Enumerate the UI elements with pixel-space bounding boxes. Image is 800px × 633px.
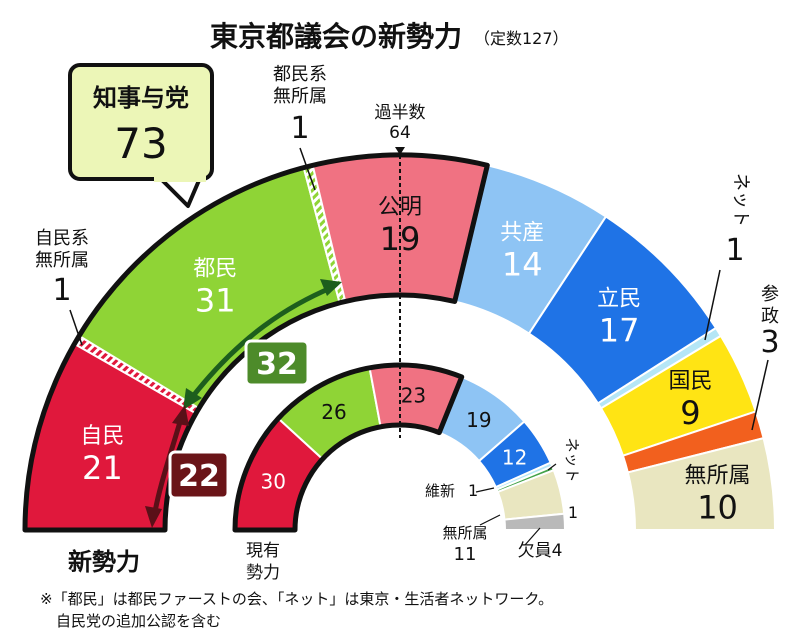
chart-subtitle: （定数127） [474, 29, 569, 48]
current-ext-seats-7: 11 [454, 544, 477, 565]
new-label-seats-5: 14 [502, 245, 543, 283]
new-ext-seats-9: 3 [760, 325, 779, 360]
new-label-seats-8: 9 [680, 394, 700, 432]
new-ext-party-a-9: 参 [761, 284, 779, 305]
footnote-2: 自民党の追加公認を含む [56, 612, 221, 630]
new-ext-seats-1: 1 [52, 273, 71, 308]
new-label-seats-0: 21 [82, 449, 123, 487]
new-ext-party-7: ネット [730, 173, 751, 227]
new-ext-party-b-3: 無所属 [273, 86, 327, 107]
ring-label-new: 新勢力 [68, 548, 140, 576]
callout-box [68, 63, 214, 181]
chart-title: 東京都議会の新勢力 [210, 20, 462, 53]
arrow-ldp [145, 405, 189, 528]
current-ext-party-7: 無所属 [442, 524, 487, 542]
new-label-party-8: 国民 [668, 369, 712, 394]
new-ext-party-a-1: 自民系 [35, 228, 89, 249]
new-leader-2 [704, 269, 721, 341]
new-leader-3 [751, 359, 769, 431]
new-label-seats-10: 10 [697, 489, 738, 527]
new-label-party-2: 都民 [193, 257, 237, 282]
tag-32: 32 [256, 347, 298, 382]
current-label-seats-1: 26 [321, 400, 346, 424]
current-label-seats-2: 23 [401, 384, 426, 408]
current-strength-labels: 30 26 23 19 12 維新 1 ネット 1 無所属 11 欠員4 [261, 384, 581, 565]
current-ext-vacant-8: 欠員4 [518, 541, 563, 561]
new-ext-seats-3: 1 [290, 111, 309, 146]
current-ext-party-6: 維新 [425, 482, 455, 500]
footnote-1: ※「都民」は都民ファーストの会、「ネット」は東京・生活者ネットワーク。 [40, 590, 553, 608]
callout-pointer [158, 176, 202, 208]
majority-label: 過半数 [375, 103, 426, 123]
new-ext-party-a-3: 都民系 [273, 64, 327, 85]
current-label-seats-3: 19 [466, 408, 491, 432]
new-label-seats-6: 17 [599, 312, 640, 350]
new-ext-party-b-1: 無所属 [35, 250, 89, 271]
new-slice-10 [626, 436, 777, 531]
tag-32-box [244, 339, 310, 387]
callout-label: 知事与党 [93, 84, 189, 112]
svg-text:ネット: ネット [730, 173, 751, 227]
new-leader-1 [299, 147, 316, 191]
new-ext-party-b-9: 政 [761, 306, 779, 327]
ring-label-current-2: 勢力 [246, 563, 280, 583]
tag-22-box [168, 450, 230, 500]
current-ext-party-5: ネット [563, 437, 581, 482]
new-label-seats-2: 31 [195, 282, 236, 320]
majority-marker [395, 147, 405, 155]
current-leader-3 [524, 527, 541, 546]
tag-22: 22 [178, 459, 220, 494]
callout-value: 73 [114, 119, 167, 168]
arrow-tomin-komei [183, 279, 342, 410]
current-ext-seats-5: 1 [568, 503, 578, 522]
new-label-party-0: 自民 [80, 424, 124, 449]
current-leader-1 [547, 463, 557, 471]
majority-value: 64 [389, 123, 411, 143]
current-strength-ring [232, 362, 567, 533]
ring-label-current-1: 現有 [246, 541, 280, 561]
new-ext-seats-7: 1 [725, 233, 744, 268]
current-slice-8 [503, 512, 567, 531]
new-label-party-10: 無所属 [685, 464, 751, 489]
current-label-seats-4: 12 [502, 446, 527, 470]
new-label-party-5: 共産 [500, 220, 544, 245]
current-leader-0 [475, 487, 495, 493]
current-leader-2 [479, 514, 501, 526]
svg-text:ネット: ネット [563, 437, 581, 482]
current-ext-seats-6: 1 [468, 481, 478, 500]
new-label-party-6: 立民 [597, 287, 641, 312]
new-leader-0 [69, 309, 83, 346]
current-ruling-outline [232, 362, 465, 533]
current-label-seats-0: 30 [261, 470, 286, 494]
